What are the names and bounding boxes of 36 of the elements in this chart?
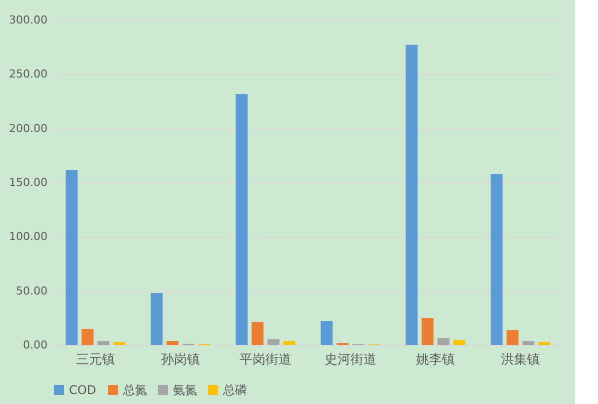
bar [66, 170, 78, 345]
legend-label: 总磷 [222, 383, 247, 397]
bar [166, 340, 179, 345]
x-tick-label: 姚李镇 [416, 352, 455, 368]
bar [490, 174, 503, 345]
legend-label: COD [69, 383, 96, 397]
bar [406, 44, 418, 345]
bar [82, 328, 94, 345]
y-tick-label: 150.00 [9, 176, 48, 189]
y-tick-label: 250.00 [9, 68, 48, 81]
x-tick-label: 平岗街道 [240, 352, 292, 368]
y-tick-label: 200.00 [9, 122, 48, 135]
legend-label: 氨氮 [173, 383, 197, 397]
x-tick-label: 三元镇 [76, 352, 115, 368]
bar [437, 338, 450, 345]
x-tick-label: 孙岗镇 [161, 352, 200, 368]
y-tick-label: 300.00 [9, 14, 48, 26]
bar [252, 322, 264, 345]
x-tick-label: 洪集镇 [501, 352, 540, 368]
bar [113, 342, 126, 345]
y-tick-label: 50.00 [16, 284, 48, 298]
bar [150, 293, 163, 345]
bar [283, 340, 296, 345]
bar [538, 342, 550, 345]
bar [422, 318, 434, 345]
y-tick-label: 100.00 [9, 230, 48, 244]
legend-label: 总氮 [122, 383, 147, 397]
bar [453, 340, 466, 345]
x-tick-label: 史河街道 [324, 352, 376, 368]
bar [506, 330, 519, 345]
y-tick-label: 0.00 [23, 338, 48, 352]
bar [267, 339, 280, 345]
bar [97, 340, 110, 345]
bar [522, 340, 534, 345]
bar [320, 320, 333, 345]
bar [236, 94, 248, 345]
